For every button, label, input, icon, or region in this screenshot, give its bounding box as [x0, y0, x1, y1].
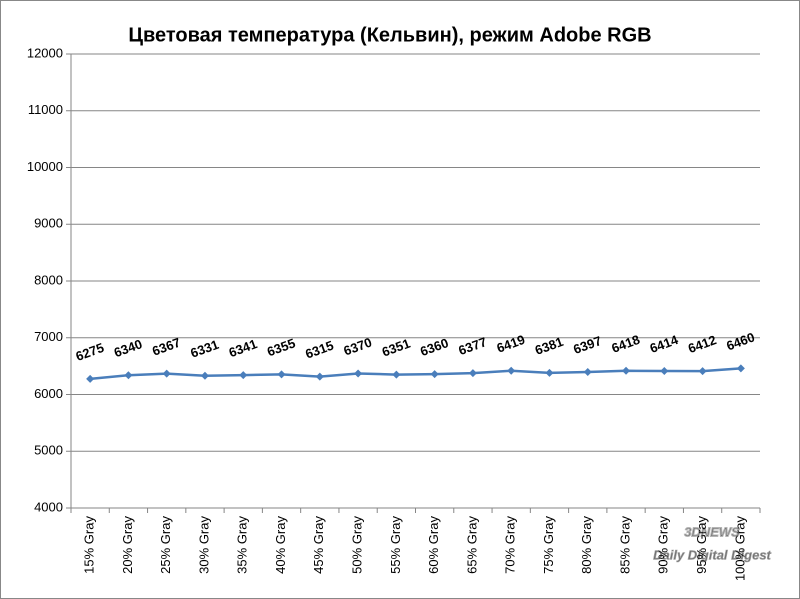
- marker: [468, 369, 477, 378]
- watermark-tagline: Daily Digital Digest: [653, 547, 771, 562]
- x-tick-label: 70% Gray: [503, 516, 518, 574]
- x-tick-label: 25% Gray: [158, 516, 173, 574]
- x-tick-label: 15% Gray: [82, 516, 97, 574]
- y-tick-label: 8000: [34, 272, 63, 287]
- marker: [86, 374, 95, 383]
- y-tick-label: 9000: [34, 216, 63, 231]
- y-tick-label: 10000: [27, 159, 63, 174]
- marker: [392, 370, 401, 379]
- x-tick-label: 80% Gray: [579, 516, 594, 574]
- x-tick-label: 30% Gray: [196, 516, 211, 574]
- x-tick-label: 90% Gray: [656, 516, 671, 574]
- marker: [660, 367, 669, 376]
- watermark: 3DNEWS Daily Digital Digest: [653, 524, 772, 563]
- y-tick-label: 5000: [34, 443, 63, 458]
- x-tick-label: 35% Gray: [235, 516, 250, 574]
- marker: [736, 364, 745, 373]
- marker: [507, 366, 516, 375]
- marker: [698, 367, 707, 376]
- watermark-logo: 3DNEWS: [684, 524, 740, 539]
- x-tick-label: 75% Gray: [541, 516, 556, 574]
- x-tick-label: 100% Gray: [732, 516, 747, 582]
- marker: [354, 369, 363, 378]
- marker: [124, 371, 133, 380]
- x-tick-label: 20% Gray: [120, 516, 135, 574]
- x-tick-label: 60% Gray: [426, 516, 441, 574]
- x-tick-label: 65% Gray: [464, 516, 479, 574]
- marker: [162, 369, 171, 378]
- line: [90, 367, 741, 381]
- marker: [200, 371, 209, 380]
- marker: [622, 366, 631, 375]
- marker: [583, 367, 592, 376]
- x-tick-label: 50% Gray: [350, 516, 365, 574]
- marker: [277, 370, 286, 379]
- marker: [315, 372, 324, 381]
- chart-title: Цветовая температура (Кельвин), режим Ad…: [128, 24, 651, 46]
- marker: [430, 370, 439, 379]
- x-tick-label: 40% Gray: [273, 516, 288, 574]
- marker: [239, 371, 248, 380]
- x-tick-label: 45% Gray: [311, 516, 326, 574]
- y-tick-label: 4000: [34, 499, 63, 514]
- y-tick-label: 6000: [34, 386, 63, 401]
- x-tick-label: 85% Gray: [617, 516, 632, 574]
- marker: [545, 368, 554, 377]
- y-tick-label: 11000: [28, 102, 63, 117]
- x-tick-label: 95% Gray: [694, 516, 709, 574]
- y-tick-label: 12000: [27, 45, 63, 60]
- y-tick-label: 7000: [34, 329, 63, 344]
- x-tick-label: 55% Gray: [388, 516, 403, 574]
